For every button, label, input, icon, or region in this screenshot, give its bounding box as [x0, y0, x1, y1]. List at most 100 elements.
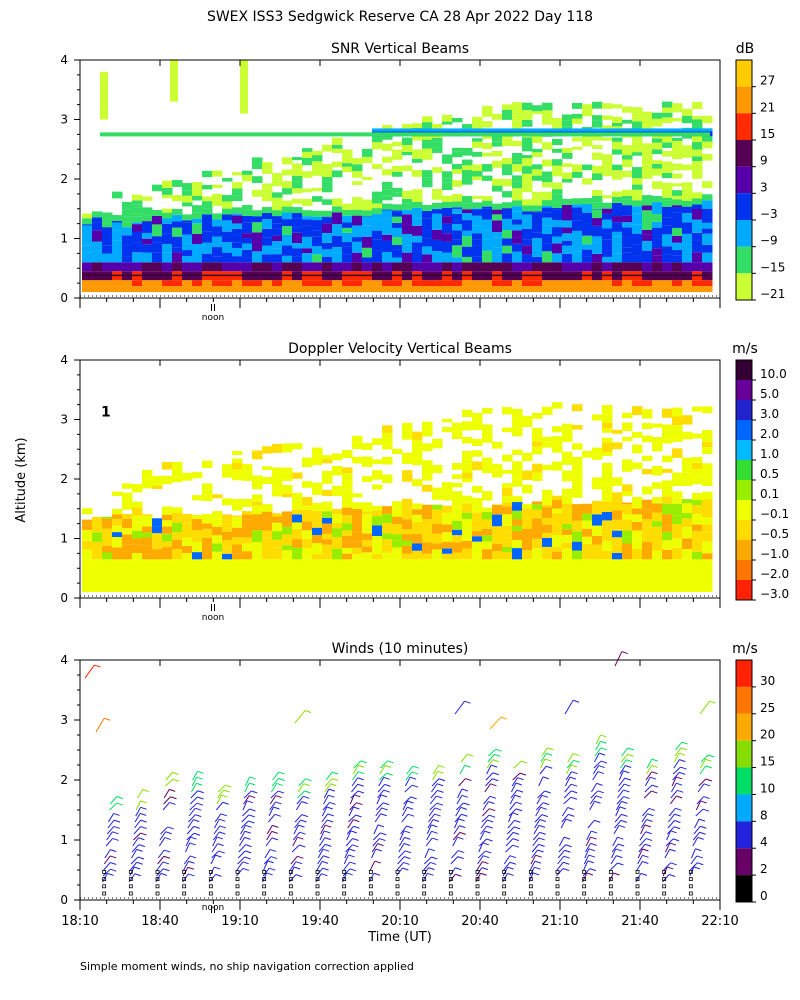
snr-cell [412, 135, 423, 141]
snr-cell [662, 194, 673, 198]
wind-barb [187, 819, 194, 829]
doppler-cell [642, 509, 653, 520]
snr-cell [462, 196, 473, 204]
colorbar-label: 3 [760, 180, 768, 194]
doppler-cell [542, 507, 553, 519]
calm-marker [155, 870, 160, 874]
colorbar-swatch [736, 360, 752, 380]
wind-barb [404, 776, 411, 787]
snr-cell [532, 199, 543, 206]
snr-cell [582, 110, 593, 117]
wind-barb [163, 796, 171, 805]
snr-cell [122, 256, 133, 263]
doppler-cell [442, 494, 453, 501]
calm-marker [608, 884, 613, 889]
snr-cell [432, 224, 443, 230]
snr-cell [382, 234, 393, 241]
snr-cell [592, 253, 603, 263]
snr-cell [502, 202, 513, 209]
snr-cell [652, 142, 663, 150]
doppler-cell [322, 490, 333, 497]
wind-barb [214, 813, 222, 823]
wind-barb-feather [669, 842, 677, 846]
wind-barb [670, 789, 678, 799]
snr-cell [632, 189, 643, 195]
snr-cell [232, 182, 243, 189]
wind-barb [611, 848, 617, 859]
snr-cell [462, 124, 473, 129]
snr-cell [272, 223, 283, 229]
wind-barb-feather [541, 794, 549, 798]
wind-barb-feather [588, 848, 596, 852]
doppler-cell [92, 548, 103, 555]
doppler-cell [82, 540, 93, 550]
doppler-cell [642, 435, 653, 443]
snr-cell [652, 248, 663, 256]
wind-barb-feather [494, 753, 501, 757]
wind-barb [640, 819, 647, 829]
doppler-cell [152, 485, 163, 489]
doppler-cell [362, 514, 373, 524]
snr-cell [252, 176, 263, 183]
snr-cell [362, 210, 373, 217]
doppler-cell [692, 540, 703, 552]
wind-barb-feather [221, 794, 228, 798]
snr-cell [442, 216, 453, 224]
snr-cell [352, 286, 363, 293]
wind-barb [540, 753, 547, 763]
doppler-cell [102, 545, 113, 553]
doppler-cell [272, 488, 283, 497]
snr-cell [412, 250, 423, 263]
wind-barb-feather [321, 873, 328, 877]
snr-cell [412, 149, 423, 155]
snr-cell [132, 286, 143, 293]
snr-cell [212, 213, 223, 220]
wind-barb-feather [249, 808, 256, 812]
colorbar-label: 9 [760, 154, 768, 168]
snr-cell [112, 191, 123, 199]
doppler-cell [582, 559, 593, 593]
wind-barb-feather [197, 770, 204, 774]
snr-cell [452, 128, 463, 132]
doppler-cell [202, 489, 213, 496]
snr-cell [662, 101, 673, 108]
snr-cell [282, 206, 293, 213]
snr-cell [462, 262, 473, 272]
doppler-cell [532, 526, 543, 539]
calm-marker [608, 877, 613, 881]
doppler-cell [532, 501, 543, 505]
wind-barb-feather [674, 820, 681, 823]
snr-cell [292, 181, 303, 189]
doppler-cell [282, 534, 293, 546]
wind-barb [266, 825, 273, 835]
snr-cell [362, 148, 373, 152]
wind-barb-feather [488, 814, 496, 818]
doppler-cell [172, 522, 183, 533]
doppler-cell [232, 537, 243, 545]
wind-barb [537, 790, 546, 799]
doppler-cell [522, 452, 533, 462]
doppler-cell [312, 513, 323, 519]
snr-cell [412, 201, 423, 208]
doppler-cell [612, 492, 623, 502]
snr-cell [492, 134, 503, 142]
doppler-cell [562, 534, 573, 543]
snr-cell [452, 193, 463, 202]
wind-barb-feather [273, 806, 280, 810]
doppler-cell [592, 454, 603, 460]
snr-cell [472, 233, 483, 240]
snr-cell [522, 166, 533, 174]
wind-barb [595, 740, 601, 751]
snr-cell [472, 245, 483, 257]
doppler-cell [272, 471, 283, 480]
snr-title: SNR Vertical Beams [331, 41, 469, 57]
doppler-cell [312, 459, 323, 465]
doppler-cell [562, 514, 573, 525]
doppler-cell [532, 433, 543, 442]
calm-marker [635, 870, 640, 874]
snr-cell [612, 122, 623, 127]
doppler-cell [242, 514, 253, 520]
doppler-cell [672, 453, 683, 458]
wind-barb [240, 825, 247, 835]
doppler-cell [152, 559, 163, 593]
